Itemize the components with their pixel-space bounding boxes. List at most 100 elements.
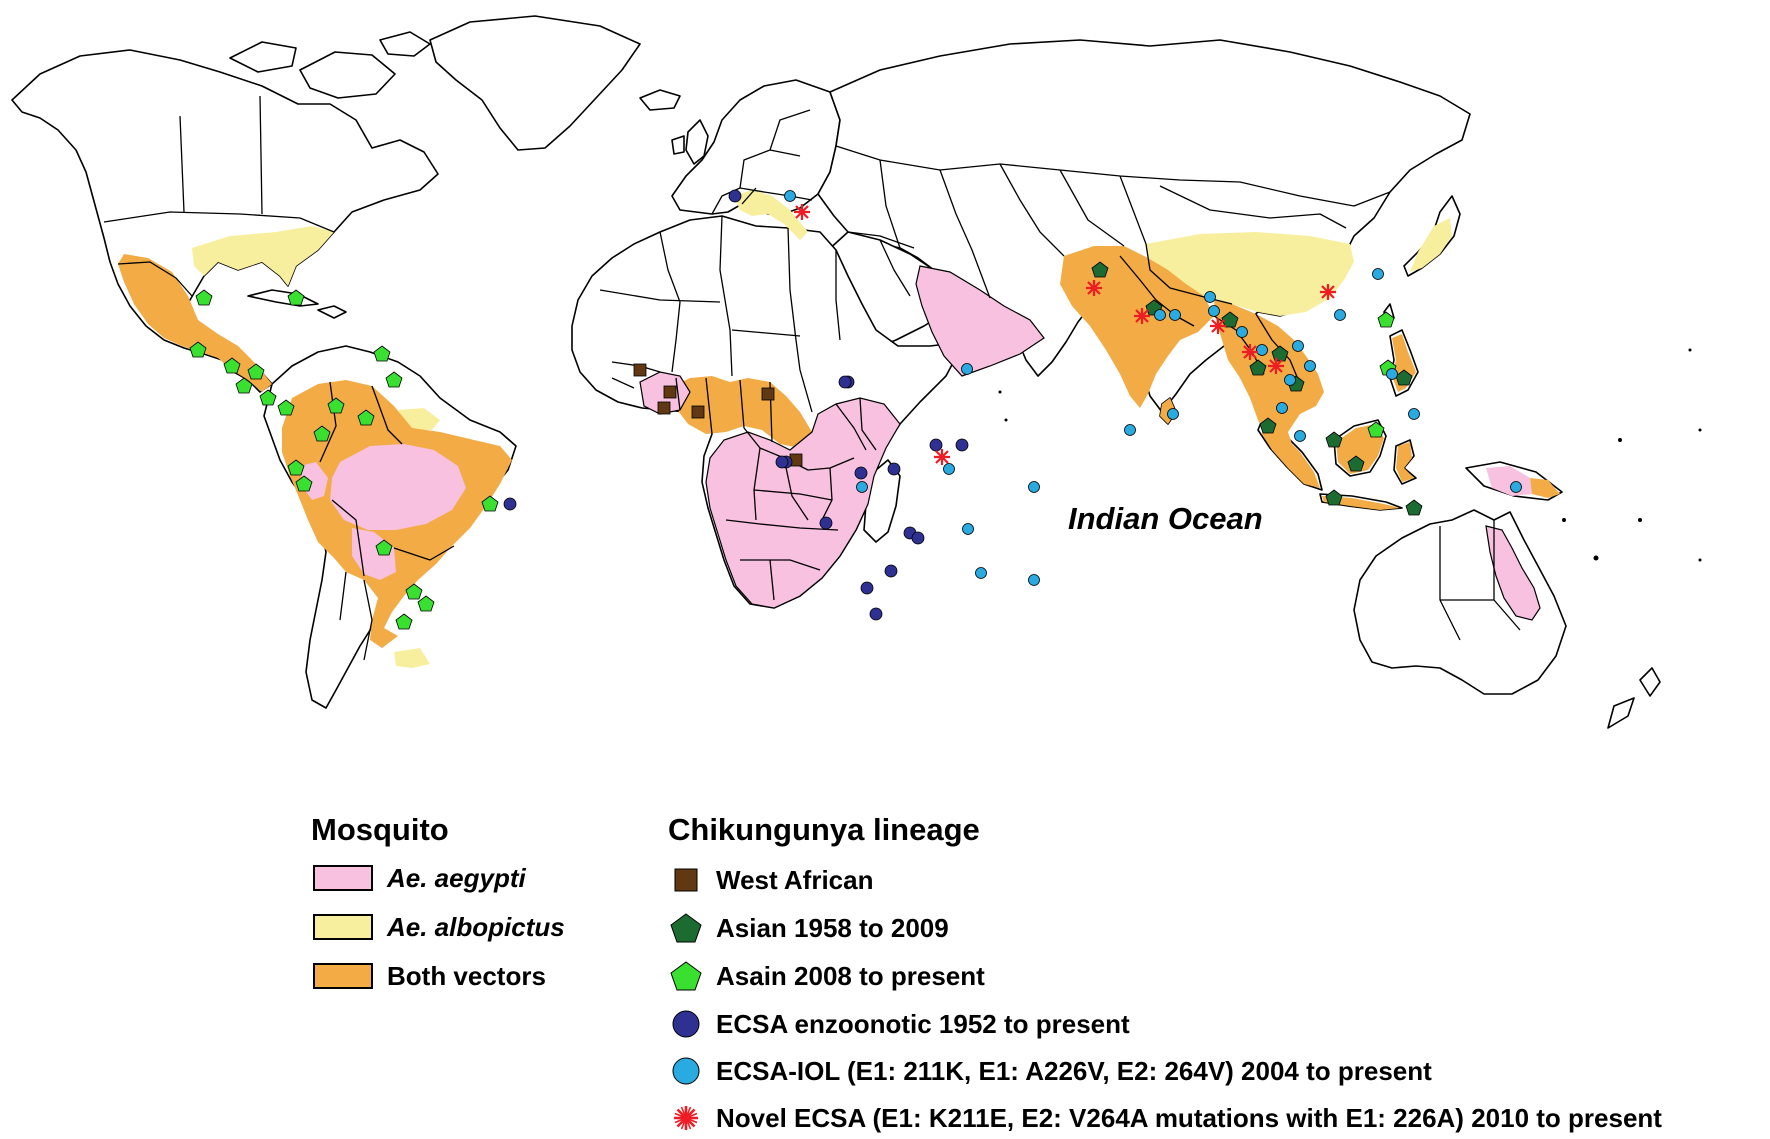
canada-us-border bbox=[103, 211, 335, 233]
ecsa-iol-marker bbox=[962, 523, 974, 535]
square-icon bbox=[674, 868, 698, 892]
ecsa-enzoonotic-marker bbox=[860, 581, 874, 595]
ecsa-iol-marker bbox=[1236, 326, 1248, 338]
arctic-island-2 bbox=[229, 41, 297, 73]
china-border bbox=[1145, 243, 1233, 305]
new-zealand bbox=[1607, 667, 1661, 729]
novel-ecsa-marker bbox=[1086, 280, 1102, 296]
legend-item-asian-1958: Asian 1958 to 2009 bbox=[668, 911, 949, 945]
ecsa-iol-marker bbox=[1510, 481, 1522, 493]
ecsa-iol-marker bbox=[1208, 305, 1220, 317]
novel-ecsa-marker bbox=[1242, 344, 1258, 360]
asian-1958-2009-marker bbox=[1405, 499, 1423, 516]
legend-item-west-african: West African bbox=[668, 863, 874, 897]
aegypti-region-africa bbox=[705, 397, 901, 609]
ecsa-iol-marker bbox=[1204, 291, 1216, 303]
asian-1958-2009-marker bbox=[1221, 311, 1239, 328]
north-america bbox=[11, 49, 439, 393]
ecsa-enzoonotic-marker bbox=[503, 497, 517, 511]
albopictus-region-china bbox=[1146, 232, 1354, 316]
hispaniola bbox=[317, 305, 347, 319]
asian-2008-present-marker bbox=[405, 583, 423, 600]
ecsa-iol-marker bbox=[1154, 309, 1166, 321]
south-america-borders bbox=[319, 381, 455, 661]
legend-item-ecsa-iol: ECSA-IOL (E1: 211K, E1: A226V, E2: 264V)… bbox=[668, 1054, 1432, 1088]
asian-2008-present-marker bbox=[259, 389, 277, 406]
island-dot bbox=[1688, 348, 1692, 352]
ecsa-enzoonotic-marker bbox=[869, 607, 883, 621]
asian-2008-present-marker bbox=[313, 425, 331, 442]
asian-2008-present-marker bbox=[373, 345, 391, 362]
asian-1958-2009-marker bbox=[1259, 417, 1277, 434]
both-vectors-west-africa bbox=[670, 376, 812, 448]
island-dot bbox=[1562, 518, 1566, 522]
ecsa-iol-marker bbox=[1304, 360, 1316, 372]
ecsa-enzoonotic-marker bbox=[775, 455, 789, 469]
legend-item-both-vectors: Both vectors bbox=[313, 959, 546, 993]
pentagon-icon bbox=[670, 961, 702, 991]
ecsa-iol-marker bbox=[1028, 481, 1040, 493]
ecsa-iol-marker bbox=[1167, 408, 1179, 420]
country-borders bbox=[103, 95, 1521, 661]
canada-provinces bbox=[179, 95, 263, 215]
pentagon-icon bbox=[670, 913, 702, 943]
legend-item-novel-ecsa: Novel ECSA (E1: K211E, E2: V264A mutatio… bbox=[668, 1101, 1662, 1135]
aegypti-region-australia bbox=[1485, 525, 1541, 621]
ecsa-iol-marker bbox=[1028, 574, 1040, 586]
ecsa-iol-marker bbox=[1386, 368, 1398, 380]
ecsa-enzoonotic-marker bbox=[728, 189, 742, 203]
ecsa-iol-marker bbox=[1408, 408, 1420, 420]
asian-2008-present-marker bbox=[417, 595, 435, 612]
legend-label: Both vectors bbox=[387, 960, 546, 991]
legend-label: Asian 1958 to 2009 bbox=[716, 912, 949, 943]
india-borders bbox=[1119, 255, 1195, 327]
legend-label: Novel ECSA (E1: K211E, E2: V264A mutatio… bbox=[716, 1102, 1662, 1133]
ecsa-enzoonotic-marker bbox=[854, 466, 868, 480]
novel-ecsa-marker bbox=[1320, 284, 1336, 300]
albopictus-region-europe bbox=[734, 190, 808, 240]
asian-2008-present-marker bbox=[287, 289, 305, 306]
legend-label: Asain 2008 to present bbox=[716, 960, 985, 991]
asian-2008-present-marker bbox=[481, 495, 499, 512]
ecsa-iol-marker bbox=[1294, 430, 1306, 442]
legend-label: ECSA enzoonotic 1952 to present bbox=[716, 1008, 1130, 1039]
asian-2008-present-marker bbox=[287, 459, 305, 476]
ecsa-iol-marker bbox=[1372, 268, 1384, 280]
circle-icon bbox=[672, 1010, 700, 1038]
cuba bbox=[247, 289, 319, 307]
circle-icon bbox=[672, 1057, 700, 1085]
east-africa-borders bbox=[835, 397, 877, 451]
arctic-island-1 bbox=[299, 51, 396, 99]
island-dot bbox=[1698, 558, 1702, 562]
asian-2008-present-marker bbox=[385, 371, 403, 388]
asian-1958-2009-marker bbox=[1347, 455, 1365, 472]
ecsa-iol-marker bbox=[784, 190, 796, 202]
mosquito-legend-heading: Mosquito bbox=[311, 812, 449, 847]
asian-2008-present-marker bbox=[1377, 311, 1395, 328]
outbreak-symbols bbox=[189, 189, 1522, 630]
legend-label: ECSA-IOL (E1: 211K, E1: A226V, E2: 264V)… bbox=[716, 1055, 1432, 1086]
ireland bbox=[671, 135, 685, 155]
aegypti-region-arabia bbox=[915, 265, 1045, 377]
ecsa-enzoonotic-marker bbox=[955, 438, 969, 452]
ecsa-iol-marker bbox=[856, 481, 868, 493]
asian-2008-present-marker bbox=[327, 397, 345, 414]
ecsa-iol-marker bbox=[1256, 344, 1268, 356]
ecsa-enzoonotic-marker bbox=[838, 375, 852, 389]
ecsa-iol-marker bbox=[1292, 340, 1304, 352]
asian-1958-2009-marker bbox=[1091, 261, 1109, 278]
asian-2008-present-marker bbox=[247, 363, 265, 380]
albopictus-swatch bbox=[313, 914, 373, 940]
both-vectors-swatch bbox=[313, 963, 373, 989]
central-asia-borders bbox=[879, 159, 1147, 299]
ecsa-iol-marker bbox=[961, 363, 973, 375]
ecsa-enzoonotic-marker bbox=[887, 462, 901, 476]
novel-ecsa-marker bbox=[794, 204, 810, 220]
asian-2008-present-marker bbox=[195, 289, 213, 306]
island-dot bbox=[1698, 428, 1702, 432]
asian-1958-2009-marker bbox=[1325, 431, 1343, 448]
europe-borders bbox=[711, 109, 813, 215]
ecsa-iol-marker bbox=[1334, 309, 1346, 321]
asian-2008-present-marker bbox=[189, 341, 207, 358]
island-dot bbox=[1618, 438, 1622, 442]
